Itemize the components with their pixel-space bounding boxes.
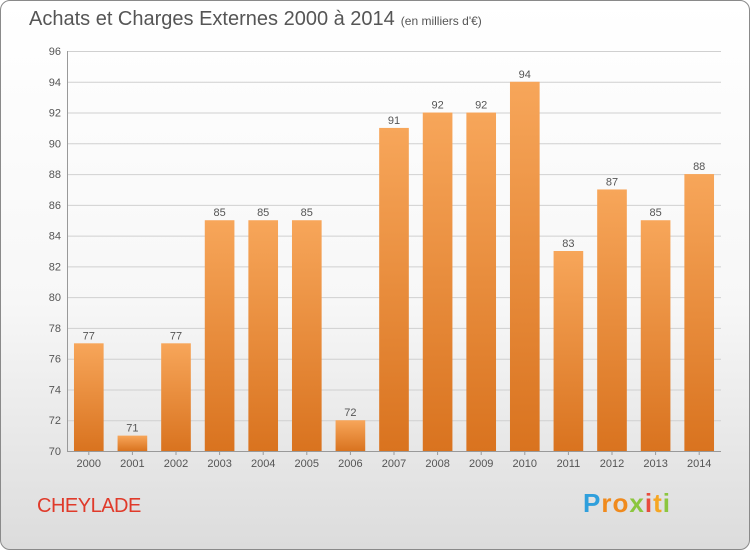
x-tick-label: 2011 <box>557 458 581 470</box>
unit-text: (en milliers d'€) <box>400 14 482 28</box>
y-tick-label: 88 <box>49 169 61 181</box>
data-label: 85 <box>301 207 313 219</box>
data-label: 77 <box>170 330 182 342</box>
x-tick-label: 2007 <box>382 458 406 470</box>
y-tick-label: 74 <box>49 384 61 396</box>
bar <box>422 112 453 452</box>
y-tick-label: 72 <box>49 415 61 427</box>
bar <box>248 220 279 451</box>
x-tick-label: 2000 <box>77 458 101 470</box>
commune-name: CHEYLADE <box>37 495 141 517</box>
bar <box>291 220 322 451</box>
y-tick-label: 96 <box>49 46 61 58</box>
x-tick-label: 2004 <box>251 458 275 470</box>
x-tick-label: 2008 <box>425 458 449 470</box>
data-label: 72 <box>344 407 356 419</box>
data-label: 92 <box>431 100 443 112</box>
title-text: Achats et Charges Externes 2000 à 2014 <box>29 8 395 30</box>
x-tick-label: 2014 <box>687 458 711 470</box>
y-tick-label: 80 <box>49 292 61 304</box>
data-label: 71 <box>126 423 138 435</box>
x-tick-label: 2005 <box>295 458 319 470</box>
data-label: 85 <box>257 207 269 219</box>
bar <box>379 127 409 451</box>
bar <box>684 174 715 452</box>
bar <box>73 343 104 451</box>
y-tick-label: 90 <box>49 138 61 150</box>
x-tick-label: 2003 <box>207 458 231 470</box>
bar <box>117 435 148 451</box>
data-label: 92 <box>475 100 487 112</box>
bar <box>640 220 671 451</box>
x-tick-label: 2010 <box>513 458 537 470</box>
y-tick-label: 70 <box>49 446 61 458</box>
bar <box>597 189 627 451</box>
x-tick-label: 2013 <box>643 458 667 470</box>
bar <box>466 112 497 452</box>
x-tick-label: 2002 <box>164 458 188 470</box>
y-tick-label: 78 <box>49 323 61 335</box>
y-tick-label: 76 <box>49 354 61 366</box>
x-tick-label: 2006 <box>338 458 362 470</box>
data-label: 85 <box>213 207 225 219</box>
chart-title: Achats et Charges Externes 2000 à 2014 (e… <box>29 8 482 31</box>
y-tick-label: 84 <box>49 231 61 243</box>
bar <box>204 220 235 451</box>
y-tick-label: 92 <box>49 108 61 120</box>
data-label: 87 <box>606 176 618 188</box>
y-tick-label: 82 <box>49 261 61 273</box>
y-tick-label: 94 <box>49 77 61 89</box>
x-tick-label: 2001 <box>120 458 144 470</box>
y-tick-label: 86 <box>49 200 61 212</box>
proxiti-logo: Proxiti <box>583 488 671 518</box>
data-label: 91 <box>388 115 400 127</box>
data-label: 88 <box>693 161 705 173</box>
bar <box>509 81 540 452</box>
x-tick-label: 2012 <box>600 458 624 470</box>
data-label: 83 <box>562 238 574 250</box>
bar <box>553 251 584 451</box>
data-label: 85 <box>649 207 661 219</box>
x-tick-label: 2009 <box>469 458 493 470</box>
bar <box>335 420 366 451</box>
data-label: 77 <box>83 330 95 342</box>
data-label: 94 <box>519 69 531 81</box>
bar <box>161 343 191 451</box>
